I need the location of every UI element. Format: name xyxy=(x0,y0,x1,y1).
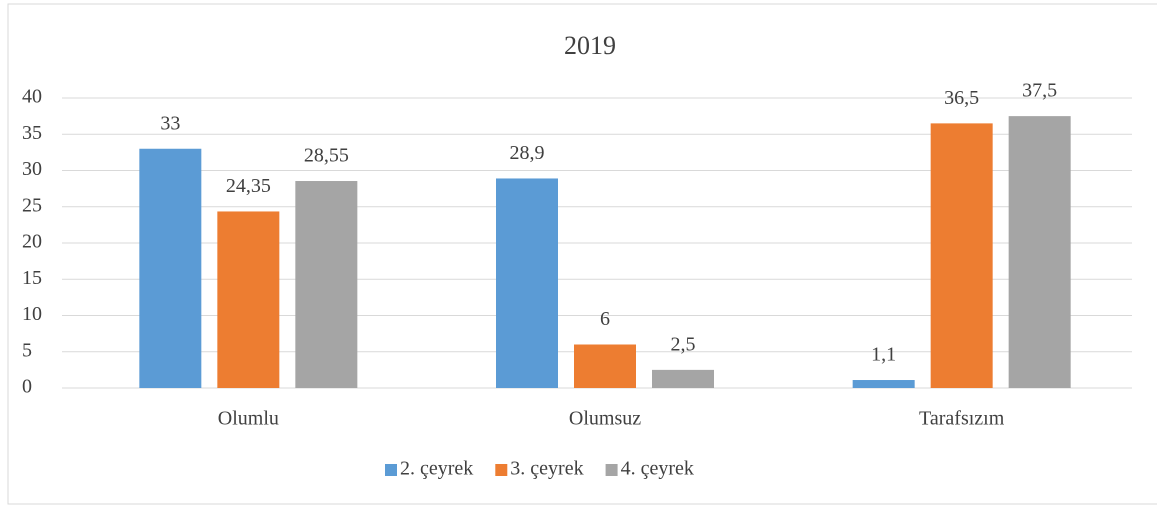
bar xyxy=(295,181,358,388)
y-tick-label: 15 xyxy=(22,267,42,289)
legend-swatch xyxy=(495,464,508,476)
y-tick-label: 10 xyxy=(22,303,42,325)
chart-title: 2019 xyxy=(564,31,616,60)
legend-swatch xyxy=(385,464,397,476)
value-label: 28,9 xyxy=(510,142,545,164)
x-tick-label: Olumsuz xyxy=(569,408,641,430)
value-label: 2,5 xyxy=(671,333,696,355)
y-tick-label: 40 xyxy=(22,86,42,108)
bar xyxy=(1008,116,1071,388)
bar xyxy=(652,369,714,388)
y-tick-label: 5 xyxy=(22,339,32,361)
legend-swatch xyxy=(605,464,618,476)
legend-label: 3. çeyrek xyxy=(510,458,583,480)
value-label: 6 xyxy=(600,308,610,330)
value-label: 37,5 xyxy=(1022,80,1057,102)
y-tick-label: 35 xyxy=(22,122,42,144)
bar xyxy=(139,148,202,388)
legend-label: 2. çeyrek xyxy=(400,458,473,480)
chart-frame xyxy=(7,3,1157,505)
legend-label: 4. çeyrek xyxy=(621,458,694,480)
bar xyxy=(217,211,280,388)
y-tick-label: 20 xyxy=(22,231,42,253)
value-label: 1,1 xyxy=(871,344,896,366)
y-tick-label: 25 xyxy=(22,194,42,216)
value-label: 28,55 xyxy=(304,145,349,167)
bar xyxy=(496,178,558,388)
bar xyxy=(930,123,993,388)
y-tick-label: 0 xyxy=(22,376,32,398)
bar xyxy=(852,380,915,388)
value-label: 36,5 xyxy=(944,87,979,109)
x-tick-label: Tarafsızım xyxy=(919,408,1005,430)
y-tick-label: 30 xyxy=(22,158,42,180)
x-tick-label: Olumlu xyxy=(218,408,279,430)
value-label: 24,35 xyxy=(226,175,271,197)
bar xyxy=(574,344,636,388)
value-label: 33 xyxy=(160,112,180,134)
